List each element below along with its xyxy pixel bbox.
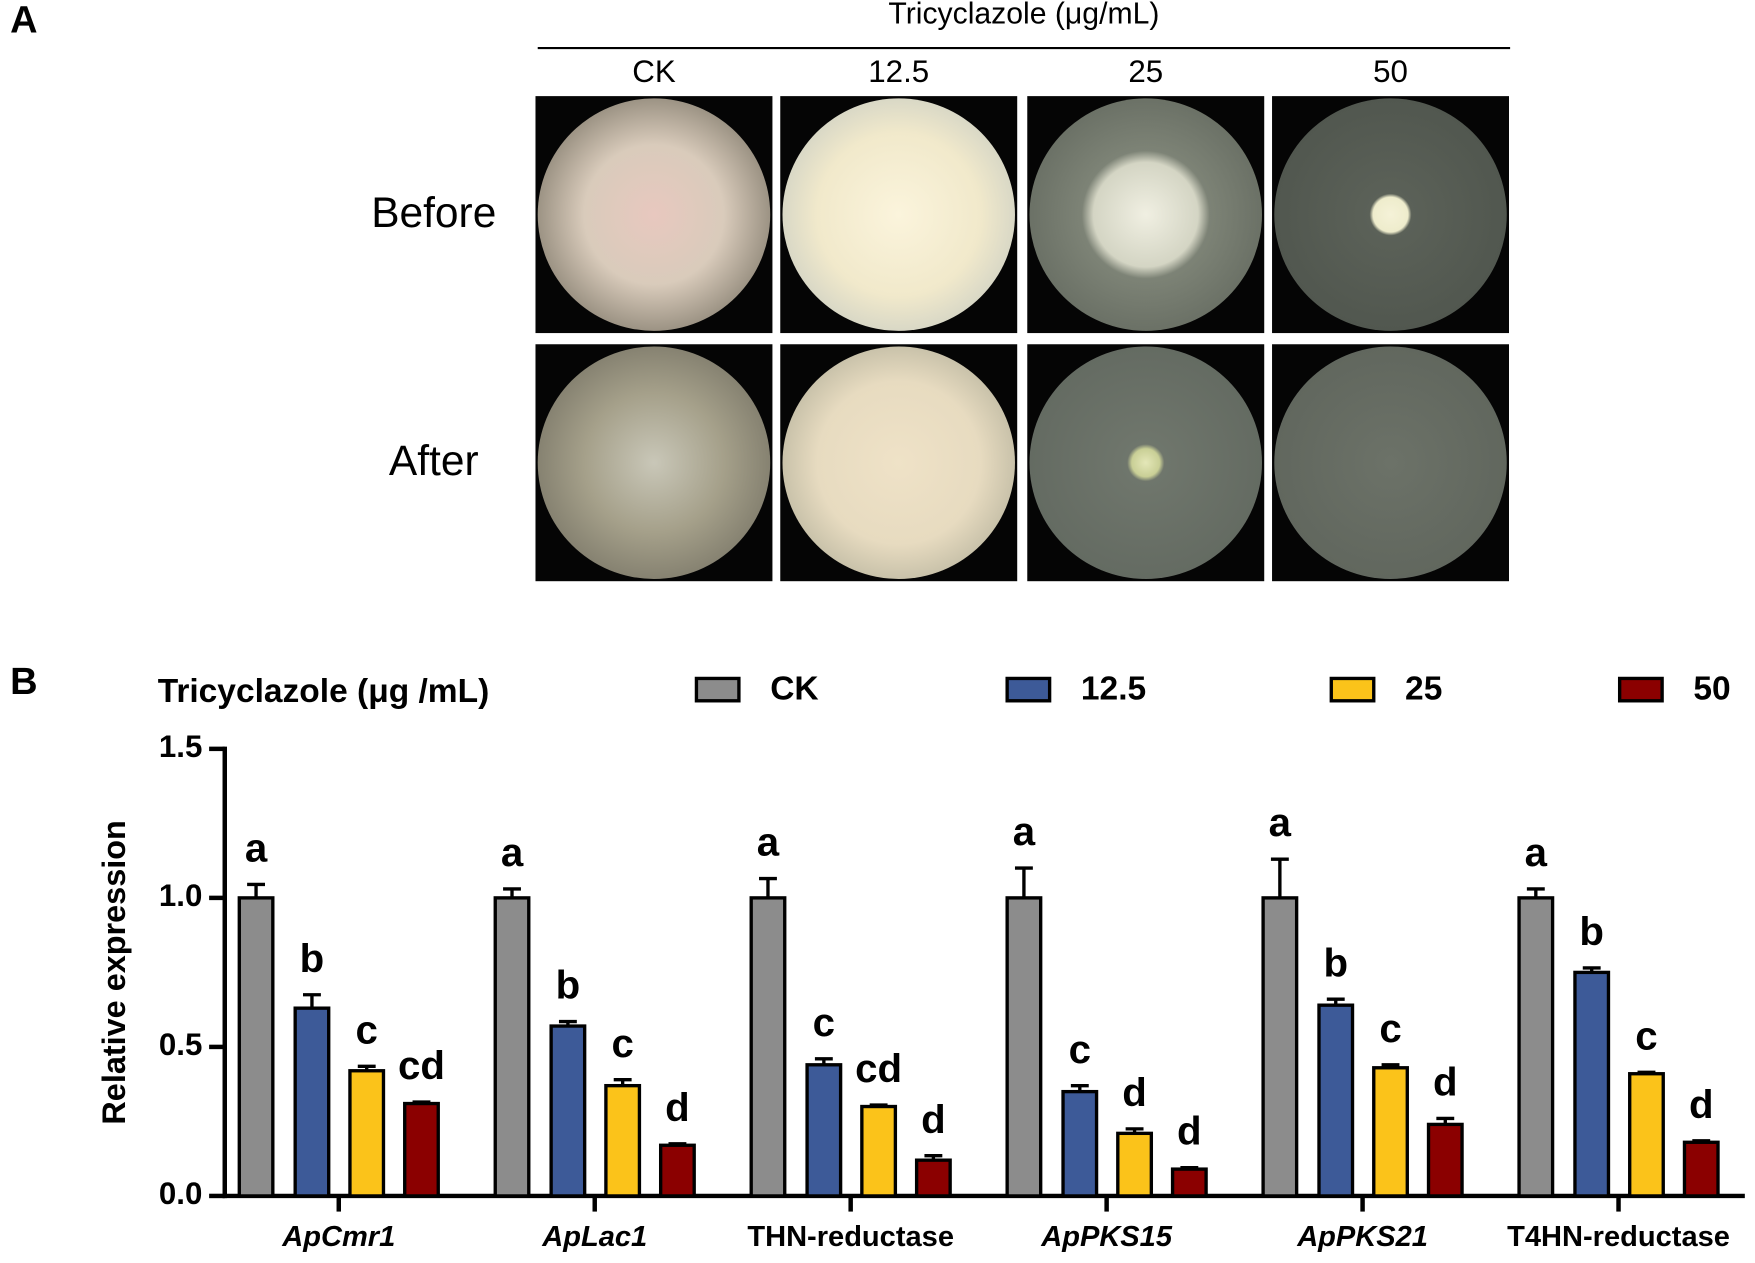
significance-letter: c <box>1379 1006 1401 1051</box>
bar <box>914 1158 952 1198</box>
significance-letter: a <box>1013 809 1036 854</box>
legend-swatch <box>1617 676 1664 703</box>
x-tick-label: T4HN-reductase <box>1507 1221 1730 1253</box>
legend-swatch <box>1329 676 1376 703</box>
panel-label: A <box>10 0 37 41</box>
culture-plate <box>782 346 1015 579</box>
x-tick-label: THN-reductase <box>747 1221 954 1253</box>
bar <box>1116 1131 1154 1198</box>
column-label: 25 <box>1128 54 1163 89</box>
culture-plate <box>1029 98 1262 331</box>
significance-letter: cd <box>855 1046 902 1091</box>
y-axis-label: Relative expression <box>96 820 132 1124</box>
significance-letter: cd <box>398 1043 445 1088</box>
culture-plate <box>782 98 1015 331</box>
bar <box>1573 970 1611 1198</box>
header: Tricyclazole (μg/mL) <box>888 0 1159 31</box>
culture-plate <box>537 346 771 579</box>
significance-letter: d <box>665 1085 690 1130</box>
bar-chart: B Tricyclazole (μg /mL) CK 12.5 25 50 Relative… <box>10 661 1745 1253</box>
bar <box>1628 1072 1665 1198</box>
significance-letter: d <box>1689 1082 1714 1127</box>
bar <box>604 1083 642 1198</box>
panel-label: B <box>10 661 37 703</box>
significance-letter: c <box>1069 1027 1091 1072</box>
x-tick-label: ApPKS15 <box>1040 1221 1173 1253</box>
significance-letter: b <box>1323 940 1348 985</box>
row-label: After <box>389 437 479 484</box>
bar <box>749 896 787 1198</box>
bar <box>860 1104 898 1198</box>
bar <box>493 896 531 1198</box>
bar <box>1372 1066 1409 1198</box>
legend-swatch <box>694 676 741 703</box>
bar <box>1261 896 1299 1198</box>
bar <box>658 1143 696 1198</box>
legend-label: CK <box>770 671 818 708</box>
significance-letter: b <box>556 963 581 1008</box>
significance-letter: b <box>300 936 325 981</box>
bar <box>1005 896 1043 1198</box>
y-tick-label: 1.5 <box>159 729 202 764</box>
bar <box>1170 1167 1208 1198</box>
significance-letter: a <box>245 826 268 871</box>
culture-plate <box>1029 346 1262 579</box>
significance-letter: c <box>1635 1013 1657 1058</box>
x-tick-label: ApCmr1 <box>281 1221 395 1253</box>
legend-label: 12.5 <box>1081 671 1146 708</box>
significance-letter: c <box>356 1007 378 1052</box>
column-label: 12.5 <box>868 54 929 89</box>
bar <box>1061 1089 1099 1198</box>
y-tick-label: 1.0 <box>159 878 202 913</box>
significance-letter: c <box>611 1021 633 1066</box>
bar <box>237 896 275 1198</box>
bar <box>348 1069 386 1198</box>
x-tick-label: ApLac1 <box>541 1221 647 1253</box>
bar <box>403 1101 440 1198</box>
significance-letter: a <box>501 830 524 875</box>
significance-letter: b <box>1579 909 1604 954</box>
bar <box>1317 1003 1355 1198</box>
significance-letter: d <box>1433 1060 1458 1105</box>
culture-plate <box>1274 98 1507 331</box>
significance-letter: a <box>1269 800 1292 845</box>
culture-plate <box>537 98 771 331</box>
significance-letter: d <box>1177 1109 1202 1154</box>
y-tick-label: 0.0 <box>159 1176 202 1211</box>
bar <box>1426 1122 1464 1198</box>
significance-letter: d <box>1122 1070 1147 1115</box>
significance-letter: d <box>921 1097 946 1142</box>
culture-plate <box>1274 346 1507 579</box>
x-tick-label: ApPKS21 <box>1296 1221 1428 1253</box>
bar <box>805 1063 843 1198</box>
significance-letter: a <box>757 820 780 865</box>
column-label: 50 <box>1373 54 1408 89</box>
legend-label: 50 <box>1693 671 1730 708</box>
legend-title: Tricyclazole (μg /mL) <box>158 673 490 710</box>
bar <box>549 1024 587 1198</box>
bar <box>1682 1140 1720 1198</box>
legend-label: 25 <box>1405 671 1442 708</box>
bar <box>1517 896 1555 1198</box>
bar <box>293 1006 331 1198</box>
column-label: CK <box>632 54 676 89</box>
y-tick-label: 0.5 <box>159 1027 202 1062</box>
legend-swatch <box>1005 676 1052 703</box>
row-label: Before <box>371 189 496 236</box>
significance-letter: a <box>1525 830 1548 875</box>
photo-grid: CK 12.5 25 50 Before After <box>371 54 1509 582</box>
significance-letter: c <box>813 1000 835 1045</box>
